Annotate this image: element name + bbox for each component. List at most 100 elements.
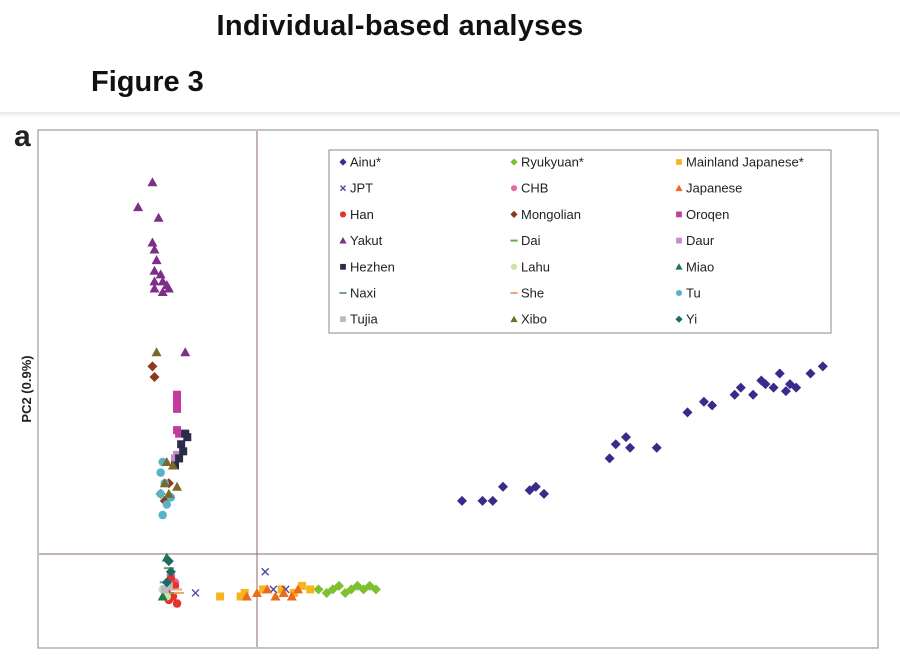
legend-label: Lahu — [521, 259, 550, 274]
data-point — [172, 481, 183, 491]
data-point — [149, 372, 160, 382]
data-point — [313, 584, 324, 595]
data-point — [158, 510, 167, 520]
legend-marker — [510, 263, 518, 270]
data-point — [277, 585, 286, 594]
data-point — [262, 584, 273, 594]
data-point — [334, 580, 344, 591]
legend-marker — [675, 289, 683, 297]
data-point — [261, 567, 270, 576]
legend-label: Oroqen — [686, 207, 729, 222]
legend-box — [328, 149, 832, 334]
data-point — [530, 481, 541, 492]
legend-marker — [340, 316, 346, 323]
data-point — [270, 591, 281, 601]
data-point — [370, 584, 381, 595]
legend-label: Yakut — [350, 233, 383, 248]
data-point — [780, 386, 791, 397]
series-ryukyuan — [313, 580, 381, 598]
reference-lines — [39, 131, 877, 647]
legend-marker — [339, 292, 347, 294]
series-tujia — [160, 581, 173, 594]
data-point — [170, 581, 180, 591]
data-point — [156, 489, 165, 499]
series-she — [172, 588, 185, 594]
data-point — [241, 591, 252, 601]
data-point — [163, 283, 174, 293]
legend-label: Han — [350, 207, 374, 222]
data-point — [147, 361, 158, 372]
series-xibo — [151, 347, 183, 498]
data-point — [173, 404, 182, 413]
legend-marker — [676, 159, 682, 165]
data-point — [539, 488, 549, 499]
data-point — [149, 265, 160, 275]
data-point — [240, 588, 249, 597]
data-point — [625, 442, 636, 453]
plot-frame — [37, 129, 879, 649]
legend-label: Ainu* — [350, 155, 381, 170]
data-point — [172, 599, 182, 608]
legend-label: Japanese — [686, 181, 742, 196]
data-point — [167, 460, 178, 470]
legend-marker — [675, 184, 683, 192]
data-point — [477, 495, 488, 506]
data-point — [151, 347, 162, 357]
legend-marker — [510, 239, 518, 242]
y-axis-label: PC2 (0.9%) — [19, 355, 34, 422]
data-point — [168, 592, 178, 601]
data-point — [183, 433, 192, 442]
data-point — [487, 495, 498, 506]
data-point — [707, 400, 718, 411]
legend-marker — [510, 292, 518, 294]
data-point — [147, 237, 158, 247]
legend-marker — [675, 315, 683, 323]
legend-label: JPT — [350, 181, 373, 196]
legend-marker — [339, 158, 347, 166]
data-point — [191, 588, 200, 597]
legend-label: Dai — [521, 233, 541, 248]
data-point — [805, 368, 816, 379]
data-point — [698, 396, 709, 407]
legend-label: Mainland Japanese* — [686, 155, 804, 170]
data-point — [729, 389, 740, 400]
series-jpt — [191, 567, 290, 597]
data-point — [286, 591, 297, 601]
data-point — [159, 478, 170, 488]
legend-marker — [339, 211, 347, 218]
legend-marker — [339, 185, 347, 192]
figure-label: Figure 3 — [91, 66, 204, 98]
data-point — [173, 390, 182, 399]
data-point — [236, 592, 245, 601]
header-divider — [0, 112, 900, 118]
legend-label: Naxi — [350, 286, 376, 301]
legend-label: She — [521, 286, 544, 301]
data-point — [610, 439, 621, 450]
legend-label: Tujia — [350, 312, 378, 327]
data-point — [163, 556, 174, 567]
legend-label: Ryukyuan* — [521, 155, 584, 170]
legend-marker — [339, 237, 347, 244]
data-point — [216, 592, 225, 601]
data-point — [177, 440, 186, 449]
series-japanese — [241, 584, 303, 601]
legend-marker — [510, 315, 518, 323]
legend: Ainu* Ryukyuan* Mainland Japanese* JPT CHB Ja… — [328, 149, 832, 334]
data-point — [774, 368, 785, 379]
legend-marker — [510, 210, 518, 218]
panel-letter: a — [14, 120, 31, 153]
legend-marker — [676, 237, 682, 244]
data-point — [604, 453, 615, 464]
series-ainu — [457, 361, 828, 506]
data-point — [760, 379, 771, 390]
data-point — [682, 407, 693, 418]
data-point — [298, 581, 307, 590]
series-oroqen — [173, 390, 184, 438]
data-point — [160, 585, 169, 594]
data-point — [163, 488, 174, 498]
data-point — [735, 382, 746, 393]
data-point — [153, 212, 164, 222]
data-point — [179, 447, 188, 456]
data-point — [149, 276, 160, 286]
legend-label: Xibo — [521, 312, 547, 327]
